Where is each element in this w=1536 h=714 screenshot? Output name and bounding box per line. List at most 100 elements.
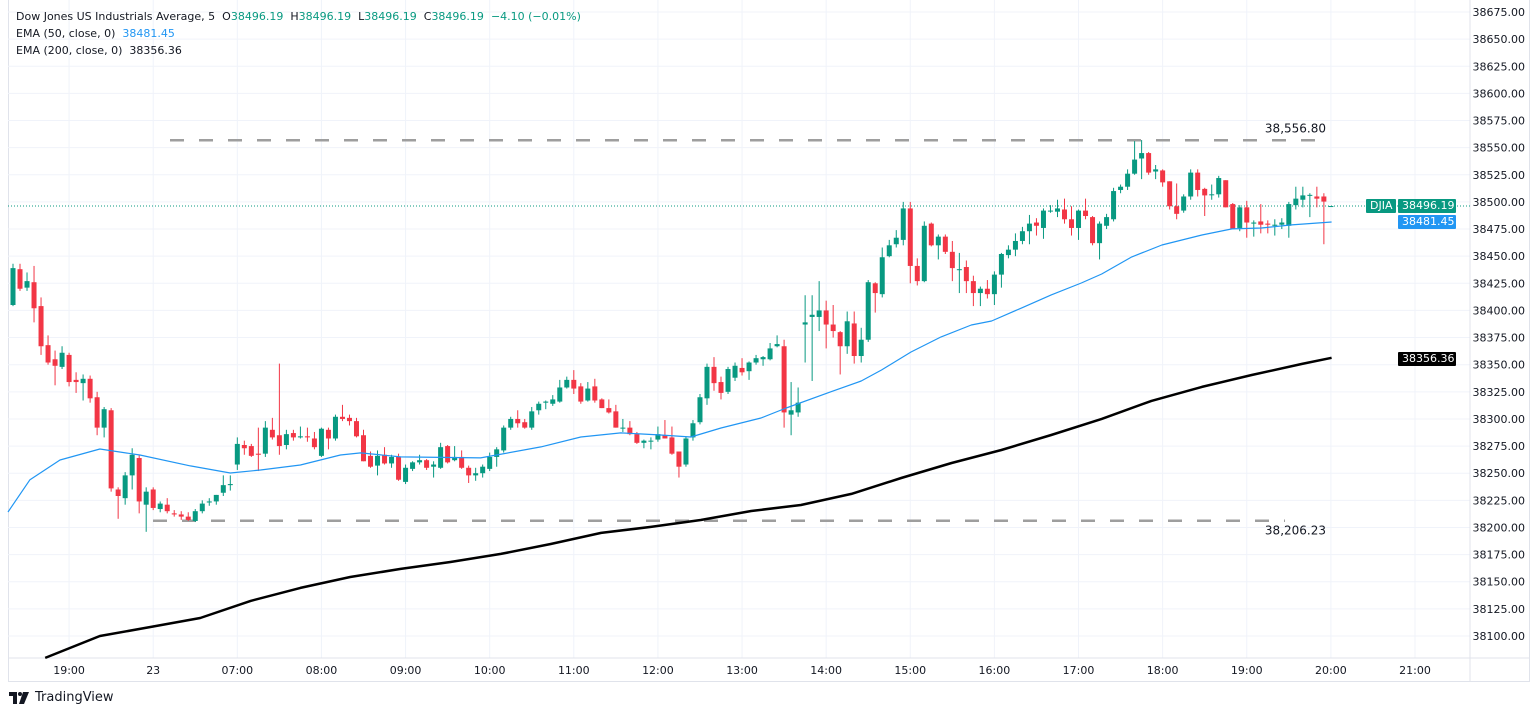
candle-body bbox=[1083, 210, 1089, 217]
x-tick-label: 09:00 bbox=[390, 664, 422, 677]
candle bbox=[802, 295, 808, 363]
candle-body bbox=[1012, 240, 1018, 250]
candle bbox=[283, 429, 289, 450]
candle bbox=[781, 339, 787, 428]
candle-body bbox=[255, 453, 261, 455]
candle bbox=[501, 425, 507, 453]
candle-body bbox=[403, 467, 409, 482]
candle-body bbox=[641, 440, 647, 443]
candle-body bbox=[1125, 173, 1131, 187]
candle-body bbox=[234, 443, 240, 465]
candle bbox=[620, 418, 626, 432]
candle bbox=[760, 356, 766, 366]
candle-body bbox=[760, 357, 766, 360]
candle bbox=[241, 440, 247, 455]
candle-body bbox=[52, 359, 58, 366]
candle bbox=[991, 271, 997, 306]
candle bbox=[732, 362, 738, 381]
candle-body bbox=[515, 418, 521, 424]
candle bbox=[332, 414, 338, 441]
candle-body bbox=[585, 388, 591, 401]
candle bbox=[963, 260, 969, 294]
candle bbox=[234, 437, 240, 470]
candle bbox=[115, 487, 121, 519]
candle bbox=[669, 426, 675, 455]
candle bbox=[641, 439, 647, 449]
candle bbox=[192, 509, 198, 523]
symbol-title: Dow Jones US Industrials Average, 5 bbox=[16, 10, 216, 23]
candle-body bbox=[522, 422, 528, 428]
candle bbox=[206, 498, 212, 506]
tradingview-logo[interactable]: TradingView bbox=[9, 690, 114, 705]
high-label: H bbox=[290, 10, 299, 23]
candle bbox=[473, 467, 479, 481]
candle bbox=[445, 444, 451, 464]
time-axis[interactable]: 19:00 23 07:00 08:00 09:00 10:00 11:00 12:00 13:… bbox=[53, 664, 1431, 677]
change-value: −4.10 (−0.01%) bbox=[490, 10, 581, 23]
candle bbox=[346, 414, 352, 426]
candle-body bbox=[1300, 195, 1306, 200]
candle-body bbox=[977, 288, 983, 294]
candle-body bbox=[150, 489, 156, 508]
candle bbox=[1132, 141, 1138, 175]
candle bbox=[459, 450, 465, 469]
candle bbox=[529, 407, 535, 430]
candle-body bbox=[564, 379, 570, 388]
candle-body bbox=[452, 456, 458, 461]
candle-body bbox=[746, 362, 752, 372]
candle-body bbox=[45, 345, 51, 363]
candle bbox=[1195, 169, 1201, 197]
candle bbox=[94, 391, 100, 436]
candle-body bbox=[1167, 181, 1173, 207]
candle bbox=[711, 357, 717, 391]
y-tick-label: 38500.00 bbox=[1473, 196, 1526, 209]
candle bbox=[1090, 216, 1096, 246]
candle-body bbox=[473, 473, 479, 476]
ticker-badge: DJIA bbox=[1366, 199, 1396, 213]
candle bbox=[255, 427, 261, 472]
candle-body bbox=[1251, 222, 1257, 224]
legend-ema200[interactable]: EMA (200, close, 0) 38356.36 bbox=[16, 44, 182, 57]
candle bbox=[1118, 184, 1124, 194]
candle-body bbox=[900, 208, 906, 240]
candle-body bbox=[318, 428, 324, 456]
candle bbox=[213, 494, 219, 505]
candle-body bbox=[1069, 219, 1075, 228]
y-tick-label: 38525.00 bbox=[1473, 169, 1526, 182]
candle-body bbox=[227, 484, 233, 486]
candle-body bbox=[101, 409, 107, 428]
candle bbox=[767, 342, 773, 361]
candle-body bbox=[949, 251, 955, 269]
legend-ema50[interactable]: EMA (50, close, 0) 38481.45 bbox=[16, 27, 175, 40]
candle-body bbox=[753, 358, 759, 363]
candle-body bbox=[767, 348, 773, 360]
x-tick-label: 17:00 bbox=[1063, 664, 1095, 677]
price-axis[interactable]: 38675.00 38650.00 38625.00 38600.00 38575.00… bbox=[1473, 6, 1526, 643]
candle bbox=[564, 376, 570, 389]
candle bbox=[52, 350, 58, 386]
candle-body bbox=[872, 283, 878, 294]
candle bbox=[171, 510, 177, 517]
candle bbox=[1237, 205, 1243, 232]
candle bbox=[339, 404, 345, 422]
candle bbox=[164, 498, 170, 514]
candle-body bbox=[998, 253, 1004, 275]
candle-body bbox=[325, 429, 331, 439]
candle bbox=[389, 454, 395, 468]
candle bbox=[157, 501, 163, 513]
candle-body bbox=[1153, 169, 1159, 172]
candle-body bbox=[1188, 172, 1194, 197]
candle bbox=[816, 281, 822, 332]
candle-body bbox=[1272, 224, 1278, 226]
candle-body bbox=[1230, 204, 1236, 230]
candle-body bbox=[662, 435, 668, 439]
candle-body bbox=[627, 427, 633, 435]
candle-body bbox=[823, 310, 829, 325]
ema50-value: 38481.45 bbox=[122, 27, 175, 40]
candle-body bbox=[1328, 206, 1334, 208]
candle bbox=[424, 459, 430, 470]
candle-body bbox=[1118, 186, 1124, 190]
candle bbox=[73, 372, 79, 393]
candle bbox=[1188, 169, 1194, 200]
